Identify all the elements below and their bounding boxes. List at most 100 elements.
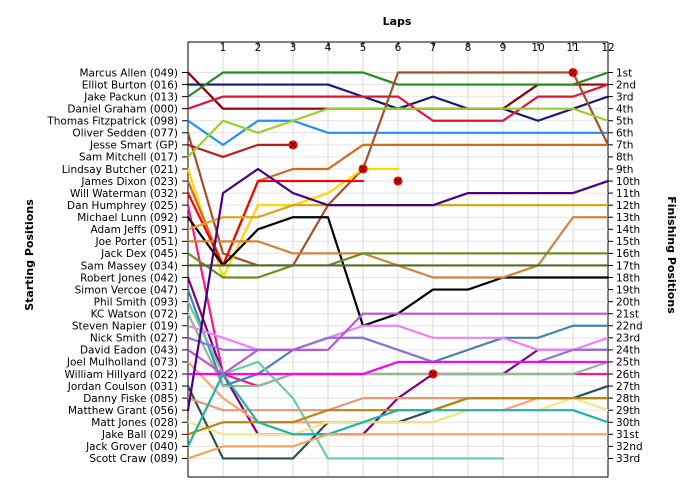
- starting-position-label: Jesse Smart (GP): [89, 140, 178, 152]
- finishing-position-label: 24th: [616, 345, 640, 357]
- starting-position-label: James Dixon (023): [80, 176, 178, 188]
- series-line: [186, 312, 610, 376]
- finishing-position-label: 30th: [616, 417, 640, 429]
- starting-position-label: Steven Napier (019): [72, 321, 178, 333]
- finishing-position-labels: 1st2nd3rd4th5th6th7th8th9th10th11th12th1…: [608, 67, 643, 465]
- starting-position-label: Oliver Sedden (077): [72, 128, 178, 140]
- finishing-position-label: 5th: [616, 116, 633, 128]
- series-line: [186, 252, 610, 279]
- finishing-position-label: 9th: [616, 164, 633, 176]
- retirement-marker: [358, 164, 368, 174]
- retirement-cross: [569, 69, 577, 76]
- finishing-position-label: 14th: [616, 224, 640, 236]
- x-tick-label: 2: [255, 42, 262, 54]
- series-line: [186, 167, 610, 412]
- finishing-position-label: 18th: [616, 272, 640, 284]
- finishing-position-label: 10th: [616, 176, 640, 188]
- series-lines: [186, 71, 610, 460]
- starting-position-label: Phil Smith (093): [94, 296, 178, 308]
- starting-position-label: Simon Vercoe (047): [75, 284, 178, 296]
- finishing-position-label: 13th: [616, 212, 640, 224]
- series-line: [186, 71, 610, 98]
- starting-position-label: Jack Grover (040): [85, 441, 178, 453]
- series-line: [186, 143, 295, 159]
- finishing-position-label: 19th: [616, 284, 640, 296]
- starting-position-label: Daniel Graham (000): [67, 103, 178, 115]
- starting-position-label: Lindsay Butcher (021): [62, 164, 178, 176]
- finishing-position-label: 28th: [616, 393, 640, 405]
- starting-position-label: Thomas Fitzpatrick (098): [46, 116, 178, 128]
- series-line: [186, 433, 610, 460]
- finishing-position-label: 32nd: [616, 441, 643, 453]
- finishing-position-label: 3rd: [616, 91, 633, 103]
- series-line: [186, 372, 610, 448]
- starting-position-label: William Hillyard (022): [65, 369, 179, 381]
- finishing-position-label: 17th: [616, 260, 640, 272]
- finishing-position-label: 4th: [616, 103, 633, 115]
- starting-position-label: Dan Humphrey (025): [67, 200, 178, 212]
- starting-position-label: Jordan Coulson (031): [67, 381, 178, 393]
- starting-position-label: Robert Jones (042): [80, 272, 178, 284]
- retirement-cross: [394, 177, 402, 185]
- retirement-cross: [289, 141, 297, 149]
- starting-position-label: Michael Lunn (092): [77, 212, 178, 224]
- retirement-cross: [359, 165, 367, 173]
- starting-position-label: KC Watson (072): [91, 309, 178, 321]
- finishing-position-label: 26th: [616, 369, 640, 381]
- series-line: [186, 107, 610, 159]
- retirement-marker: [393, 176, 403, 186]
- retirement-marker: [428, 369, 438, 379]
- finishing-position-label: 2nd: [616, 79, 636, 91]
- finishing-position-label: 16th: [616, 248, 640, 260]
- starting-position-label: Jack Dex (045): [100, 248, 178, 260]
- retirement-markers: [288, 68, 578, 379]
- finishing-position-label: 25th: [616, 357, 640, 369]
- x-tick-label: 12: [601, 42, 614, 54]
- x-tick-label: 8: [465, 42, 472, 54]
- starting-position-label: Danny Fiske (085): [83, 393, 178, 405]
- x-tick-label: 5: [360, 42, 367, 54]
- x-tick-label: 6: [395, 42, 402, 54]
- finishing-position-label: 8th: [616, 152, 633, 164]
- starting-position-label: Scott Craw (089): [89, 453, 178, 465]
- finishing-position-label: 23rd: [616, 333, 640, 345]
- finishing-position-label: 6th: [616, 128, 633, 140]
- series-line: [186, 300, 505, 460]
- starting-position-label: Will Waterman (032): [70, 188, 178, 200]
- retirement-marker: [288, 140, 298, 150]
- x-tick-labels: 1 2 3 4 5 6 7 8 9 10 11 12: [220, 42, 615, 54]
- starting-position-label: Adam Jeffs (091): [91, 224, 179, 236]
- finishing-position-label: 22nd: [616, 321, 643, 333]
- finishing-position-label: 11th: [616, 188, 640, 200]
- finishing-position-label: 33rd: [616, 453, 640, 465]
- starting-position-label: Nick Smith (027): [90, 333, 178, 345]
- left-axis-title: Starting Positions: [23, 199, 36, 311]
- finishing-position-label: 7th: [616, 140, 633, 152]
- starting-position-label: Jake Packun (013): [83, 91, 178, 103]
- starting-position-label: Marcus Allen (049): [79, 67, 178, 79]
- x-tick-label: 11: [566, 42, 579, 54]
- finishing-position-label: 15th: [616, 236, 640, 248]
- series-line: [186, 360, 610, 376]
- x-tick-label: 3: [290, 42, 297, 54]
- retirement-cross: [429, 370, 437, 378]
- x-tick-label: 10: [531, 42, 544, 54]
- starting-position-labels: Marcus Allen (049)Elliot Burton (016)Jak…: [46, 67, 188, 465]
- series-line: [186, 119, 610, 146]
- starting-position-label: Sam Massey (034): [81, 260, 178, 272]
- x-tick-label: 1: [220, 42, 227, 54]
- starting-position-label: Matthew Grant (056): [68, 405, 178, 417]
- finishing-position-label: 20th: [616, 296, 640, 308]
- finishing-position-label: 1st: [616, 67, 632, 79]
- series-line: [186, 312, 610, 388]
- starting-position-label: Joe Porter (051): [95, 236, 178, 248]
- finishing-position-label: 31st: [616, 429, 639, 441]
- x-axis-title: Laps: [383, 15, 412, 28]
- starting-position-label: Matt Jones (028): [91, 417, 178, 429]
- finishing-position-label: 12th: [616, 200, 640, 212]
- x-tick-label: 4: [325, 42, 332, 54]
- x-tick-label: 7: [430, 42, 437, 54]
- right-axis-title: Finishing Positions: [665, 196, 678, 314]
- finishing-position-label: 21st: [616, 309, 639, 321]
